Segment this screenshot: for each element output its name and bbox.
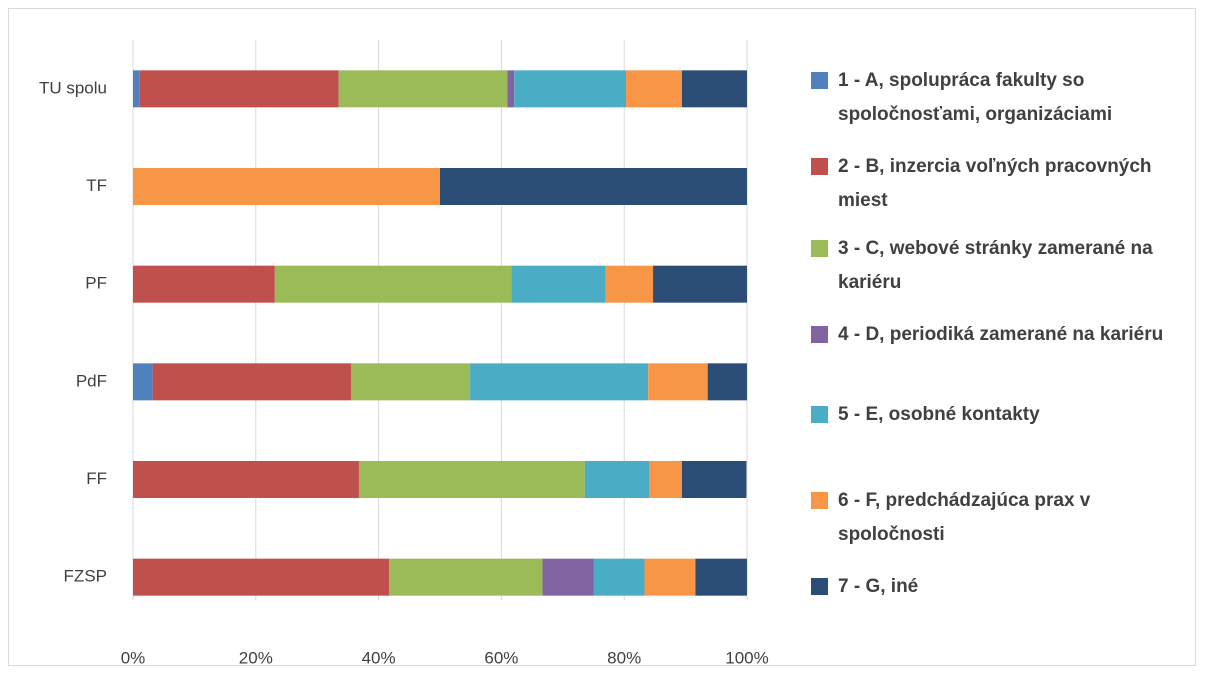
legend-item: 1 - A, spolupráca fakulty so spoločnosťa… <box>811 64 1181 132</box>
legend-swatch <box>811 326 828 343</box>
bar-segment <box>133 70 140 108</box>
bar-segment <box>139 70 339 108</box>
bar-segment <box>511 265 606 303</box>
bar-segment <box>649 461 682 498</box>
y-tick-label: FF <box>86 469 107 488</box>
bar-segment <box>133 461 359 498</box>
legend-label: 4 - D, periodiká zamerané na kariéru <box>838 324 1164 345</box>
x-tick-label: 40% <box>362 648 396 667</box>
bar-segment <box>133 558 390 596</box>
chart-frame <box>8 8 1196 666</box>
x-tick-label: 100% <box>725 648 768 667</box>
bar-segment <box>350 363 471 401</box>
y-tick-label: PF <box>85 274 107 293</box>
y-tick-label: TU spolu <box>39 78 107 97</box>
legend-label: 6 - F, predchádzajúca prax v spoločnosti <box>838 490 1091 545</box>
bar-segment <box>653 265 747 303</box>
legend-item: 4 - D, periodiká zamerané na kariéru <box>811 318 1181 352</box>
legend-swatch <box>811 578 828 595</box>
x-tick-label: 0% <box>121 648 146 667</box>
legend-swatch <box>811 492 828 509</box>
bar-segment <box>605 265 654 303</box>
bar-segment <box>152 363 351 401</box>
legend-item: 7 - G, iné <box>811 570 1181 604</box>
legend-item: 5 - E, osobné kontakty <box>811 398 1181 432</box>
bar-segment <box>644 558 696 596</box>
legend-label: 7 - G, iné <box>838 576 919 597</box>
bar-segment <box>514 70 627 108</box>
bar-segment <box>338 70 508 108</box>
bar-segment <box>507 70 515 108</box>
bar-segment <box>358 461 585 498</box>
bar-segment <box>470 363 649 401</box>
bar-segment <box>626 70 682 108</box>
legend-swatch <box>811 406 828 423</box>
y-tick-label: PdF <box>76 371 107 390</box>
bar-segment <box>681 70 747 108</box>
bar-segment <box>707 363 747 401</box>
bar-segment <box>584 461 650 498</box>
bar-segment <box>133 265 275 303</box>
bar-segment <box>440 168 747 205</box>
legend-label: 1 - A, spolupráca fakulty so spoločnosťa… <box>838 70 1113 125</box>
x-tick-label: 60% <box>484 648 518 667</box>
legend-item: 2 - B, inzercia voľných pracovných miest <box>811 150 1181 218</box>
legend-swatch <box>811 158 828 175</box>
y-tick-label: TF <box>86 176 107 195</box>
bar-segment <box>133 363 153 401</box>
bar-segment <box>695 558 747 596</box>
legend-label: 2 - B, inzercia voľných pracovných miest <box>838 156 1152 211</box>
legend-item: 6 - F, predchádzajúca prax v spoločnosti <box>811 484 1181 552</box>
x-tick-label: 80% <box>607 648 641 667</box>
bar-segment <box>593 558 645 596</box>
legend-label: 3 - C, webové stránky zamerané na kariér… <box>838 238 1153 293</box>
bar-segment <box>389 558 543 596</box>
bar-segment <box>274 265 512 303</box>
legend-swatch <box>811 72 828 89</box>
legend-label: 5 - E, osobné kontakty <box>838 404 1040 425</box>
x-tick-label: 20% <box>239 648 273 667</box>
bar-segment <box>648 363 708 401</box>
legend-swatch <box>811 240 828 257</box>
legend-item: 3 - C, webové stránky zamerané na kariér… <box>811 232 1181 300</box>
bar-segment <box>542 558 594 596</box>
bar-segment <box>681 461 747 498</box>
y-tick-label: FZSP <box>64 567 107 586</box>
bar-segment <box>133 168 440 205</box>
